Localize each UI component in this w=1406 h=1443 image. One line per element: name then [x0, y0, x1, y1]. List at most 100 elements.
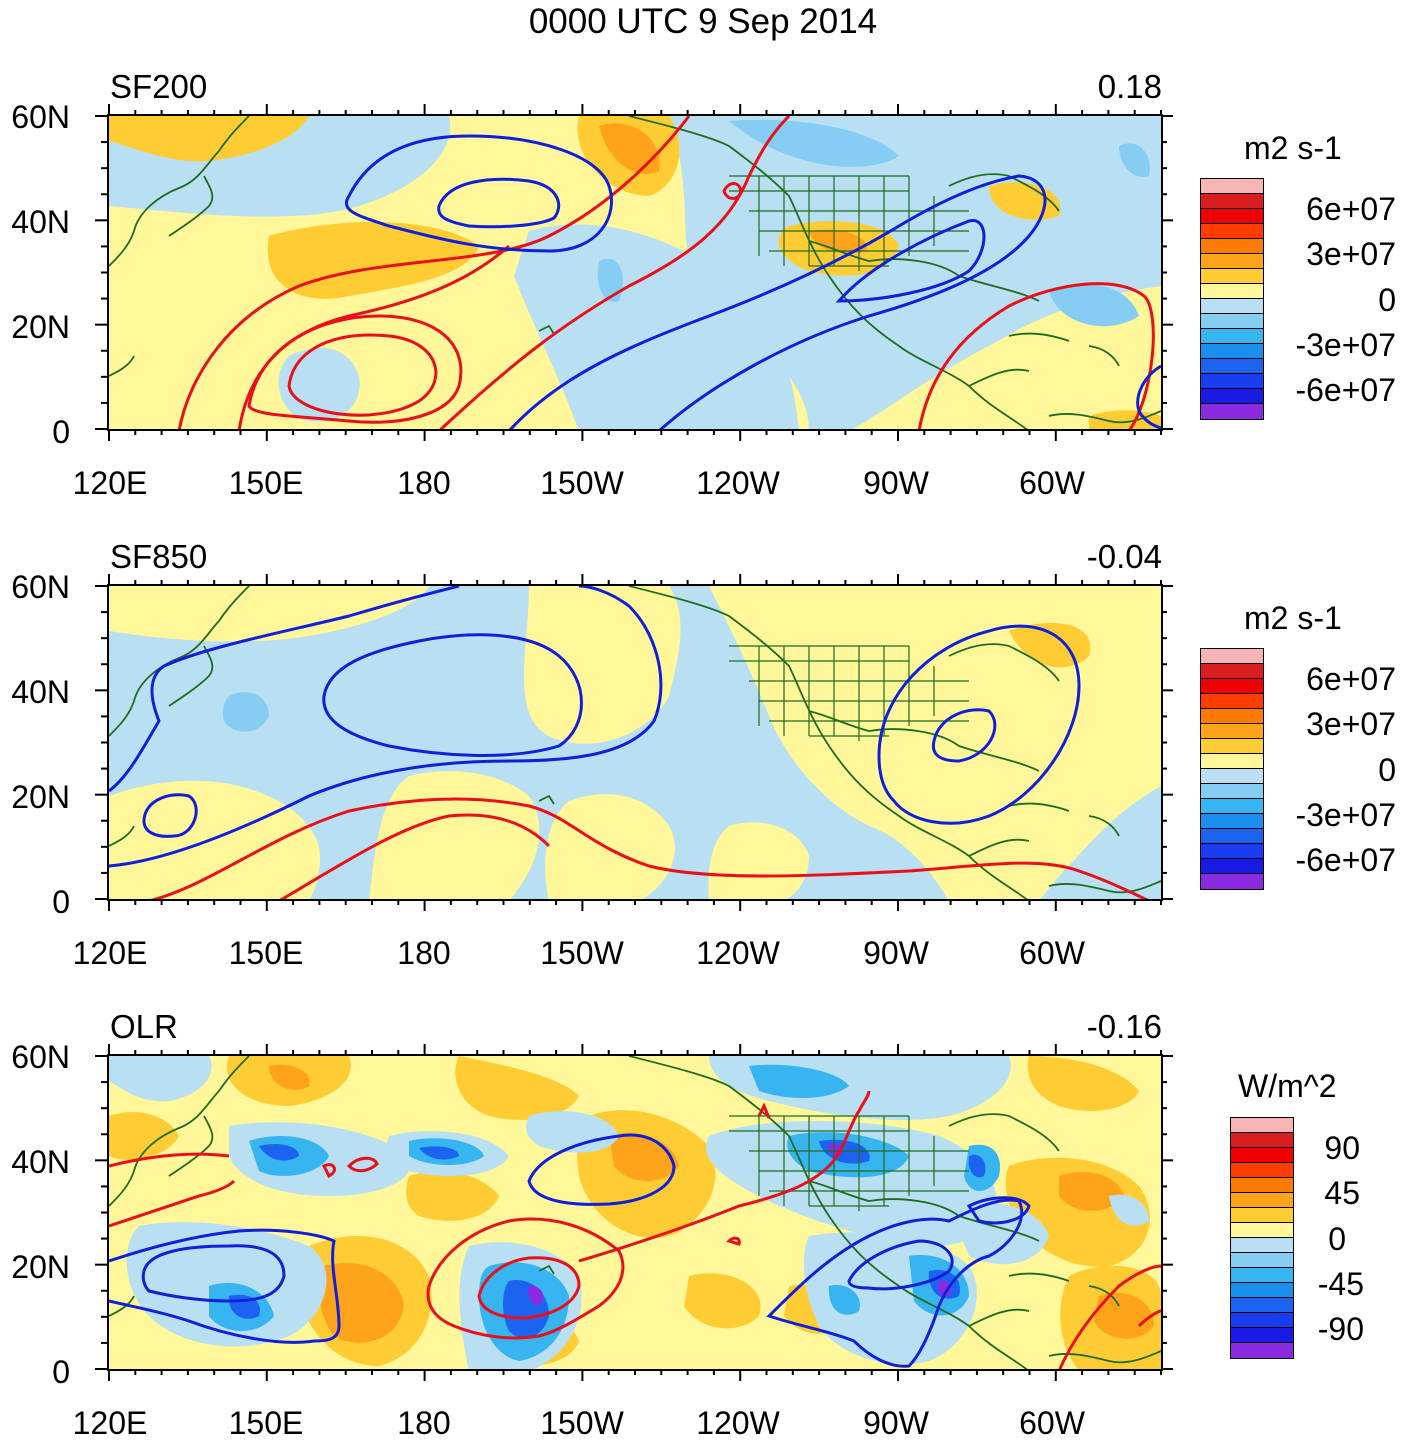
- colorbar-swatch: [1231, 1178, 1293, 1193]
- x-tick-120w: 120W: [696, 1405, 780, 1441]
- x-tick-60w: 60W: [1019, 1405, 1085, 1441]
- colorbar-label: 3e+07: [1306, 706, 1396, 742]
- colorbar-sf200: [1200, 178, 1264, 420]
- state-borders: [729, 1115, 969, 1211]
- colorbar-swatch: [1201, 209, 1263, 224]
- contours-positive: [177, 116, 1155, 431]
- colorbar-label: 0: [1378, 282, 1396, 318]
- colorbar-swatch: [1231, 1283, 1293, 1298]
- map-panel-sf850: [109, 586, 1161, 901]
- x-tick-150w: 150W: [540, 465, 624, 501]
- x-tick-120w: 120W: [696, 935, 780, 971]
- colorbar-swatch: [1231, 1328, 1293, 1343]
- colorbar-swatch: [1231, 1268, 1293, 1283]
- colorbar-swatch: [1201, 844, 1263, 859]
- x-tick-120e: 120E: [72, 465, 148, 501]
- y-tick-20n: 20N: [11, 309, 70, 345]
- colorbar-label: -3e+07: [1295, 327, 1396, 363]
- x-tick-90w: 90W: [863, 1405, 929, 1441]
- shading-darkblue: [222, 692, 269, 732]
- x-tick-120e: 120E: [72, 935, 148, 971]
- colorbar-swatch: [1201, 389, 1263, 404]
- colorbar-swatch: [1201, 649, 1263, 664]
- state-borders: [729, 645, 969, 741]
- colorbar-label: 6e+07: [1306, 191, 1396, 227]
- colorbar-unit-sf850: m2 s-1: [1244, 600, 1342, 636]
- x-tick-150e: 150E: [228, 935, 304, 971]
- contours-negative: [109, 1133, 1031, 1368]
- y-tick-60n: 60N: [11, 99, 70, 135]
- colorbar-swatch: [1201, 664, 1263, 679]
- colorbar-swatch: [1231, 1298, 1293, 1313]
- colorbar-swatch: [1201, 814, 1263, 829]
- colorbar-swatch: [1201, 694, 1263, 709]
- colorbar-label: -6e+07: [1295, 372, 1396, 408]
- panel-value-olr: -0.16: [1086, 1008, 1162, 1045]
- colorbar-swatch: [1201, 254, 1263, 269]
- colorbar-swatch: [1201, 284, 1263, 299]
- colorbar-swatch: [1201, 679, 1263, 694]
- x-tick-120e: 120E: [72, 1405, 148, 1441]
- colorbar-swatch: [1201, 739, 1263, 754]
- x-tick-60w: 60W: [1019, 935, 1085, 971]
- y-tick-40n: 40N: [11, 1144, 70, 1180]
- panel-title-olr: OLR: [110, 1008, 178, 1045]
- x-tick-150w: 150W: [540, 935, 624, 971]
- colorbar-swatch: [1231, 1313, 1293, 1328]
- x-tick-180: 180: [397, 1405, 451, 1441]
- x-tick-120w: 120W: [696, 465, 780, 501]
- colorbar-swatch: [1231, 1208, 1293, 1223]
- colorbar-swatch: [1201, 344, 1263, 359]
- colorbar-swatch: [1231, 1253, 1293, 1268]
- colorbar-label: -90: [1317, 1311, 1364, 1347]
- map-panel-olr: [109, 1056, 1161, 1371]
- y-tick-60n: 60N: [11, 1039, 70, 1075]
- colorbar-swatch: [1201, 374, 1263, 389]
- colorbar-swatch: [1231, 1223, 1293, 1238]
- colorbar-unit-olr: W/m^2: [1238, 1068, 1337, 1104]
- colorbar-label: 45: [1324, 1175, 1360, 1211]
- colorbar-swatch: [1231, 1118, 1293, 1133]
- colorbar-swatch: [1201, 314, 1263, 329]
- contours-negative: [345, 134, 1161, 431]
- coastlines: [109, 116, 1161, 431]
- x-tick-150w: 150W: [540, 1405, 624, 1441]
- colorbar-swatch: [1201, 724, 1263, 739]
- coastlines: [109, 586, 1161, 901]
- colorbar-swatch: [1201, 404, 1263, 419]
- panel-value-sf850: -0.04: [1086, 538, 1162, 575]
- colorbar-swatch: [1231, 1133, 1293, 1148]
- colorbar-label: 0: [1328, 1221, 1346, 1257]
- colorbar-label: -6e+07: [1295, 842, 1396, 878]
- colorbar-swatch: [1201, 194, 1263, 209]
- contours-positive: [109, 1090, 1161, 1371]
- colorbar-swatch: [1201, 239, 1263, 254]
- x-tick-180: 180: [397, 935, 451, 971]
- x-tick-60w: 60W: [1019, 465, 1085, 501]
- colorbar-swatch: [1231, 1343, 1293, 1358]
- colorbar-label: -3e+07: [1295, 797, 1396, 833]
- colorbar-label: 6e+07: [1306, 661, 1396, 697]
- colorbar-swatch: [1201, 709, 1263, 724]
- x-tick-90w: 90W: [863, 935, 929, 971]
- colorbar-swatch: [1201, 799, 1263, 814]
- x-tick-180: 180: [397, 465, 451, 501]
- shading-darkorange: [599, 123, 868, 254]
- colorbar-label: 90: [1324, 1130, 1360, 1166]
- panel-title-sf200: SF200: [110, 68, 208, 105]
- contours-negative: [109, 586, 1081, 868]
- shading-darkblue: [597, 119, 1150, 327]
- colorbar-swatch: [1201, 754, 1263, 769]
- y-tick-20n: 20N: [11, 1249, 70, 1285]
- y-tick-40n: 40N: [11, 204, 70, 240]
- colorbar-swatch: [1201, 224, 1263, 239]
- y-tick-60n: 60N: [11, 569, 70, 605]
- colorbar-swatch: [1201, 329, 1263, 344]
- colorbar-swatch: [1231, 1193, 1293, 1208]
- x-tick-150e: 150E: [228, 465, 304, 501]
- y-tick-0: 0: [52, 884, 70, 920]
- colorbar-swatch: [1201, 829, 1263, 844]
- panel-title-sf850: SF850: [110, 538, 208, 575]
- colorbar-swatch: [1231, 1163, 1293, 1178]
- x-tick-150e: 150E: [228, 1405, 304, 1441]
